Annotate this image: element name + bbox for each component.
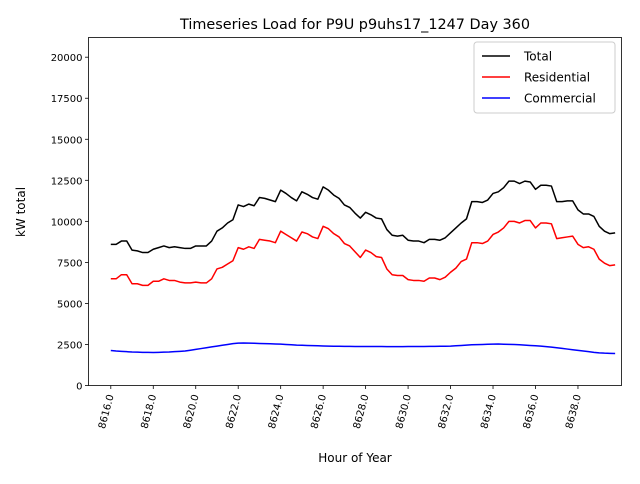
y-tick-label: 7500 bbox=[57, 258, 82, 269]
legend-box bbox=[473, 41, 616, 114]
legend-label-residential: Residential bbox=[524, 71, 590, 85]
y-tick-label: 15000 bbox=[51, 135, 83, 146]
axes-layer: 0250050007500100001250015000175002000086… bbox=[51, 53, 584, 430]
legend-label-commercial: Commercial bbox=[524, 92, 596, 106]
series-line-total bbox=[110, 180, 616, 254]
plot-frame bbox=[88, 37, 622, 386]
legend-label-total: Total bbox=[523, 50, 552, 64]
series-line-residential bbox=[110, 219, 616, 287]
y-tick-label: 5000 bbox=[57, 299, 82, 310]
y-tick-label: 0 bbox=[76, 382, 82, 393]
legend: Total Residential Commercial bbox=[473, 41, 616, 114]
y-axis-label: kW total bbox=[14, 187, 28, 237]
y-tick-label: 17500 bbox=[51, 94, 83, 105]
y-tick-label: 20000 bbox=[51, 53, 83, 64]
y-tick-label: 2500 bbox=[57, 340, 82, 351]
y-tick-label: 10000 bbox=[51, 217, 83, 228]
chart-title: Timeseries Load for P9U p9uhs17_1247 Day… bbox=[179, 17, 530, 33]
series-layer bbox=[110, 180, 616, 355]
y-tick-label: 12500 bbox=[51, 176, 83, 187]
series-line-commercial bbox=[110, 342, 616, 355]
x-axis-label: Hour of Year bbox=[318, 451, 392, 465]
